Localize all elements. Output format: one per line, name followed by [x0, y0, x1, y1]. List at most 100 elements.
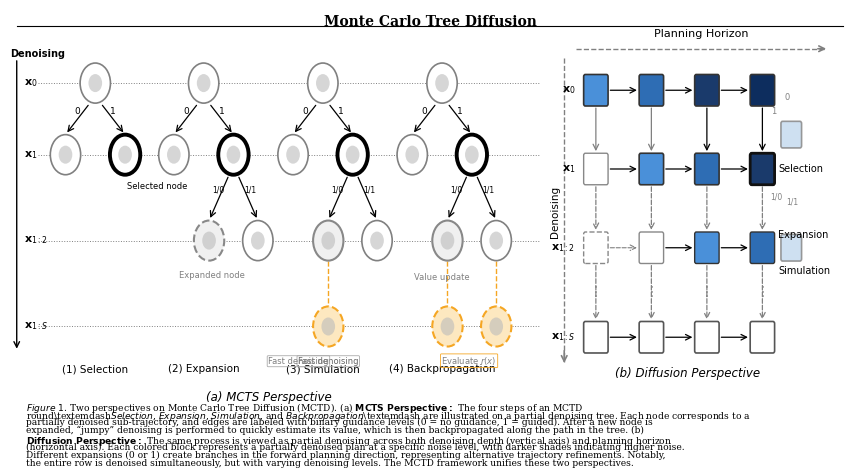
- FancyBboxPatch shape: [584, 232, 608, 263]
- Circle shape: [435, 74, 449, 92]
- FancyBboxPatch shape: [781, 235, 802, 261]
- Circle shape: [397, 135, 427, 175]
- Circle shape: [427, 63, 458, 103]
- Text: (a) MCTS Perspective: (a) MCTS Perspective: [206, 391, 332, 404]
- Text: ⋮: ⋮: [589, 285, 603, 300]
- Circle shape: [159, 135, 189, 175]
- Circle shape: [433, 307, 463, 347]
- Circle shape: [188, 63, 218, 103]
- Text: $\mathit{Figure}$ $\mathit{1}$. Two perspectives on Monte Carlo Tree Diffusion (: $\mathit{Figure}$ $\mathit{1}$. Two pers…: [26, 401, 583, 415]
- Text: expanded, “jumpy” denoising is performed to quickly estimate its value, which is: expanded, “jumpy” denoising is performed…: [26, 426, 643, 435]
- Circle shape: [322, 317, 335, 335]
- Circle shape: [308, 63, 338, 103]
- Circle shape: [251, 232, 265, 250]
- FancyBboxPatch shape: [695, 74, 719, 106]
- Text: $\mathbf{x}_{1:S}$: $\mathbf{x}_{1:S}$: [24, 321, 48, 333]
- Text: $\mathbf{x}_{1:S}$: $\mathbf{x}_{1:S}$: [550, 331, 575, 343]
- Text: Selection: Selection: [778, 164, 823, 174]
- Circle shape: [313, 220, 343, 260]
- FancyBboxPatch shape: [781, 122, 802, 148]
- FancyBboxPatch shape: [750, 232, 775, 263]
- Text: Denoising: Denoising: [9, 49, 64, 59]
- Text: Expansion: Expansion: [778, 230, 828, 240]
- Circle shape: [316, 74, 329, 92]
- Text: Simulation: Simulation: [778, 266, 830, 276]
- FancyBboxPatch shape: [584, 74, 608, 106]
- Text: 1/0: 1/0: [212, 186, 224, 195]
- Text: 1: 1: [338, 107, 344, 116]
- Circle shape: [440, 317, 454, 335]
- Text: Fast denoising: Fast denoising: [268, 357, 329, 365]
- Text: 0: 0: [183, 107, 188, 116]
- Text: $\mathbf{x}_1$: $\mathbf{x}_1$: [24, 149, 37, 161]
- Circle shape: [481, 307, 512, 347]
- Text: 1/1: 1/1: [482, 186, 494, 195]
- Text: (1) Selection: (1) Selection: [62, 365, 128, 374]
- Text: Fast denoising: Fast denoising: [298, 357, 359, 365]
- FancyBboxPatch shape: [695, 232, 719, 263]
- Text: ⋮: ⋮: [755, 285, 770, 300]
- Circle shape: [80, 63, 110, 103]
- Text: Selected node: Selected node: [126, 182, 187, 191]
- Text: 0: 0: [75, 107, 80, 116]
- Text: (2) Expansion: (2) Expansion: [168, 365, 239, 374]
- Circle shape: [313, 307, 343, 347]
- Text: (horizontal axis). Each colored block represents a partially denoised plan at a : (horizontal axis). Each colored block re…: [26, 443, 685, 452]
- Circle shape: [465, 146, 479, 164]
- Text: 1: 1: [110, 107, 116, 116]
- Circle shape: [405, 146, 419, 164]
- Text: 0: 0: [784, 92, 789, 102]
- Text: 1/0: 1/0: [771, 193, 783, 202]
- FancyBboxPatch shape: [639, 322, 664, 353]
- Circle shape: [51, 135, 81, 175]
- Text: Monte Carlo Tree Diffusion: Monte Carlo Tree Diffusion: [323, 15, 537, 29]
- Text: 0: 0: [421, 107, 427, 116]
- Text: Evaluate $r(x)$: Evaluate $r(x)$: [441, 355, 497, 367]
- Circle shape: [489, 317, 503, 335]
- FancyBboxPatch shape: [695, 322, 719, 353]
- Circle shape: [58, 146, 72, 164]
- FancyBboxPatch shape: [639, 74, 664, 106]
- Text: $\mathbf{x}_0$: $\mathbf{x}_0$: [562, 84, 575, 96]
- FancyBboxPatch shape: [750, 153, 775, 185]
- Circle shape: [337, 135, 368, 175]
- Text: 1/0: 1/0: [451, 186, 463, 195]
- Circle shape: [119, 146, 132, 164]
- Circle shape: [227, 146, 240, 164]
- Text: 1: 1: [218, 107, 224, 116]
- Text: ⋮: ⋮: [644, 285, 658, 300]
- FancyBboxPatch shape: [584, 322, 608, 353]
- Text: $\mathbf{x}_1$: $\mathbf{x}_1$: [562, 163, 575, 175]
- Text: Expanded node: Expanded node: [179, 271, 244, 280]
- Text: Value update: Value update: [415, 273, 470, 282]
- FancyBboxPatch shape: [639, 153, 664, 185]
- Circle shape: [278, 135, 308, 175]
- Text: 1/1: 1/1: [786, 197, 798, 206]
- Text: 1/1: 1/1: [363, 186, 375, 195]
- Text: the entire row is denoised simultaneously, but with varying denoising levels. Th: the entire row is denoised simultaneousl…: [26, 459, 634, 468]
- Circle shape: [433, 220, 463, 260]
- Circle shape: [197, 74, 211, 92]
- Circle shape: [243, 220, 273, 260]
- Circle shape: [370, 232, 384, 250]
- FancyBboxPatch shape: [639, 232, 664, 263]
- Circle shape: [110, 135, 140, 175]
- Circle shape: [457, 135, 487, 175]
- Text: (4) Backpropagation: (4) Backpropagation: [389, 365, 495, 374]
- Circle shape: [89, 74, 102, 92]
- FancyBboxPatch shape: [695, 153, 719, 185]
- Text: 1: 1: [457, 107, 463, 116]
- FancyBboxPatch shape: [750, 322, 775, 353]
- Circle shape: [194, 220, 224, 260]
- Circle shape: [167, 146, 181, 164]
- Circle shape: [202, 232, 216, 250]
- FancyBboxPatch shape: [584, 153, 608, 185]
- Text: 0: 0: [302, 107, 308, 116]
- Text: partially denoised sub-trajectory, and edges are labeled with binary guidance le: partially denoised sub-trajectory, and e…: [26, 418, 653, 427]
- Circle shape: [322, 232, 335, 250]
- Text: $\mathbf{x}_{1:2}$: $\mathbf{x}_{1:2}$: [24, 235, 48, 246]
- Circle shape: [362, 220, 392, 260]
- Text: $\mathbf{x}_{1:2}$: $\mathbf{x}_{1:2}$: [551, 242, 575, 254]
- Circle shape: [489, 232, 503, 250]
- Text: (b) Diffusion Perspective: (b) Diffusion Perspective: [615, 366, 760, 380]
